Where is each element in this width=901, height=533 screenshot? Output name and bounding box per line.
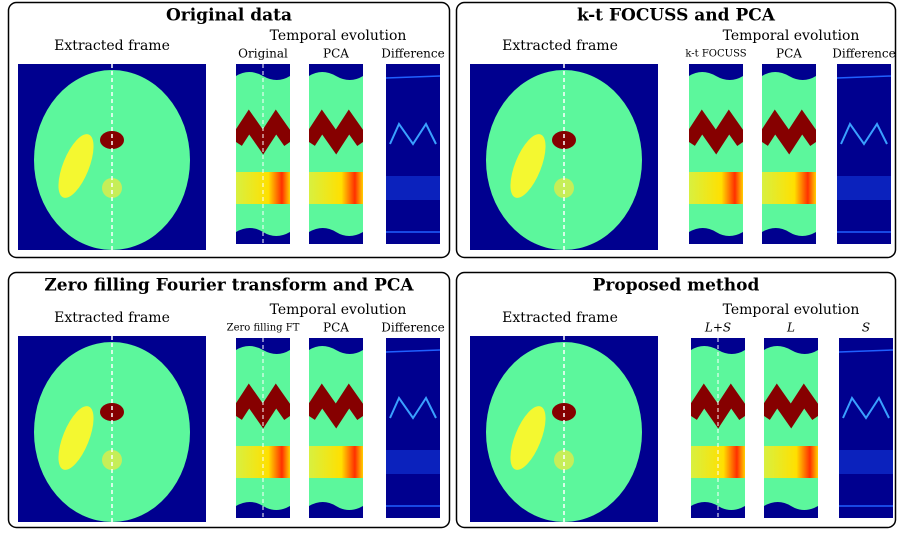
frame-image — [18, 336, 206, 522]
strip-image — [236, 338, 290, 518]
column-label: L — [786, 321, 795, 335]
column-label: L+S — [704, 321, 731, 335]
strip-image — [236, 64, 290, 244]
temporal-label: Temporal evolution — [270, 28, 407, 44]
column-label: PCA — [323, 321, 349, 335]
frame-image — [18, 64, 206, 250]
frame-image — [470, 336, 658, 522]
column-label: Difference — [381, 321, 444, 335]
panel-title: Zero filling Fourier transform and PCA — [44, 276, 414, 296]
panel: Original data Extracted frame Temporal e… — [9, 3, 450, 258]
frame-label: Extracted frame — [502, 310, 618, 326]
column-label: Original — [238, 47, 288, 61]
strip-image — [691, 338, 745, 518]
temporal-label: Temporal evolution — [723, 28, 860, 44]
column-label: Difference — [381, 47, 444, 61]
strip-image — [386, 338, 440, 518]
strip-image — [839, 338, 893, 518]
strip-image — [386, 64, 440, 244]
strip-image — [837, 64, 891, 244]
temporal-label: Temporal evolution — [723, 302, 860, 318]
column-label: PCA — [776, 47, 802, 61]
frame-label: Extracted frame — [54, 38, 170, 54]
strip-image — [762, 64, 816, 244]
strip-image — [309, 338, 363, 518]
column-label: Zero filling FT — [227, 323, 300, 334]
panel-title: Proposed method — [593, 276, 760, 296]
frame-label: Extracted frame — [54, 310, 170, 326]
column-label: k-t FOCUSS — [685, 49, 746, 60]
strip-image — [309, 64, 363, 244]
figure: Original data Extracted frame Temporal e… — [0, 0, 901, 533]
panel-title: k-t FOCUSS and PCA — [577, 6, 776, 26]
column-label: PCA — [323, 47, 349, 61]
temporal-label: Temporal evolution — [270, 302, 407, 318]
frame-image — [470, 64, 658, 250]
panel: Zero filling Fourier transform and PCA E… — [9, 273, 450, 528]
column-label: Difference — [832, 47, 895, 61]
column-label: S — [862, 321, 870, 335]
strip-image — [764, 338, 818, 518]
panel: k-t FOCUSS and PCA Extracted frame Tempo… — [457, 3, 896, 258]
frame-label: Extracted frame — [502, 38, 618, 54]
panel: Proposed method Extracted frame Temporal… — [457, 273, 896, 528]
panel-title: Original data — [166, 6, 292, 26]
strip-image — [689, 64, 743, 244]
